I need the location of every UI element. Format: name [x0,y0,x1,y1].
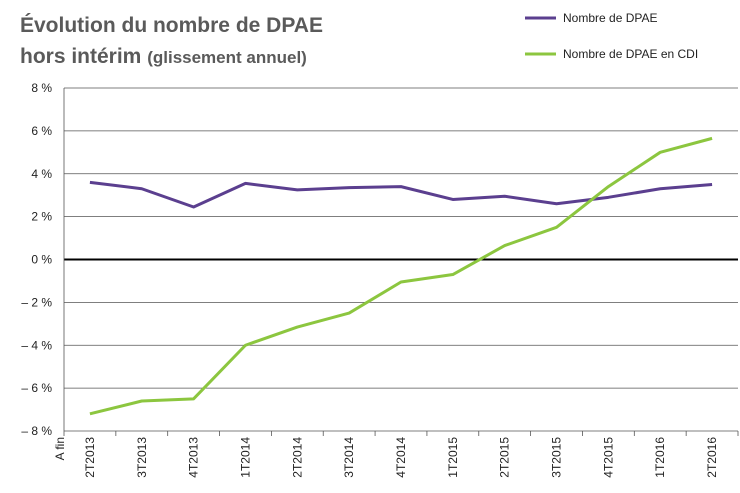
legend-label: Nombre de DPAE [563,11,657,25]
x-tick-label: 1T2014 [238,437,252,478]
y-tick-label: 0 % [31,253,52,267]
y-tick-label: 2 % [31,210,52,224]
x-tick-label: 3T2015 [550,437,564,478]
x-tick-label: 2T2015 [498,437,512,478]
y-tick-label: 6 % [31,124,52,138]
x-tick-label: 3T2013 [135,437,149,478]
x-tick-label: 4T2014 [394,437,408,478]
line [89,136,713,416]
y-tick-label: 8 % [31,81,52,95]
x-tick-label: 1T2015 [446,437,460,478]
y-tick-label: – 8 % [21,424,52,438]
x-tick-label: 2T2016 [705,437,719,478]
chart-title: Évolution du nombre de DPAE [20,14,323,37]
legend-label: Nombre de DPAE en CDI [563,47,698,61]
x-tick-label: 2T2014 [290,437,304,478]
y-tick-label: – 2 % [21,295,52,309]
x-tick-label: 4T2013 [187,437,201,478]
y-tick-label: – 4 % [21,338,52,352]
x-tick-label: 3T2014 [342,437,356,478]
chart-title: (glissement annuel) [147,48,307,67]
x-axis-label: A fin [53,437,67,460]
y-tick-label: – 6 % [21,381,52,395]
x-tick-label: 2T2013 [83,437,97,478]
chart-title: hors intérim [20,45,141,68]
x-tick-label: 4T2015 [601,437,615,478]
x-tick-label: 1T2016 [653,437,667,478]
y-tick-label: 4 % [31,167,52,181]
chart-title: hors intérim (glissement annuel) [20,45,307,68]
line [89,180,713,209]
